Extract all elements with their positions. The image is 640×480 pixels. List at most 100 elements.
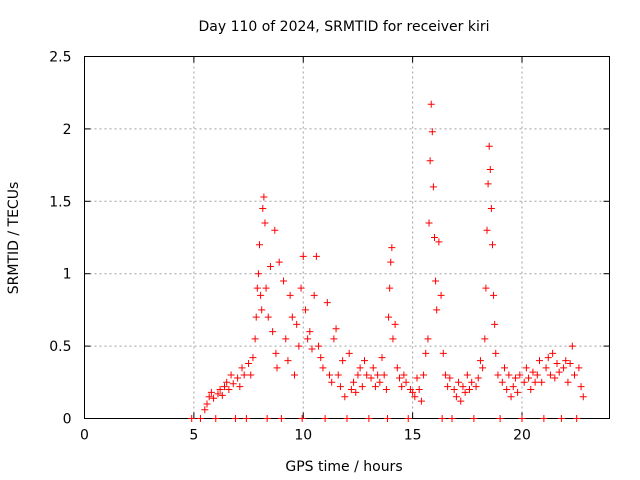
data-point bbox=[249, 354, 257, 362]
data-point bbox=[518, 415, 526, 422]
data-point bbox=[223, 378, 231, 386]
data-point bbox=[479, 364, 487, 372]
data-point bbox=[345, 349, 353, 357]
data-point bbox=[251, 335, 259, 343]
data-point bbox=[376, 378, 384, 386]
data-point bbox=[426, 157, 434, 165]
data-point bbox=[203, 400, 211, 408]
data-point bbox=[466, 386, 473, 394]
data-point bbox=[409, 388, 417, 396]
data-point bbox=[398, 383, 406, 391]
data-point bbox=[551, 374, 559, 382]
data-point bbox=[332, 325, 340, 333]
data-point bbox=[266, 262, 274, 270]
data-point bbox=[354, 371, 362, 379]
data-point bbox=[441, 371, 449, 379]
data-point bbox=[482, 284, 490, 292]
data-point bbox=[312, 252, 320, 260]
data-point bbox=[380, 371, 388, 379]
data-point bbox=[420, 371, 428, 379]
data-point bbox=[560, 364, 568, 372]
data-point bbox=[448, 415, 456, 422]
data-point bbox=[463, 371, 471, 379]
data-point bbox=[544, 354, 552, 362]
data-point bbox=[388, 244, 396, 252]
y-tick-labels: 0 0.5 1 1.5 2 2.5 bbox=[49, 50, 71, 428]
data-point bbox=[555, 368, 563, 376]
data-point bbox=[498, 378, 506, 386]
data-point bbox=[577, 383, 585, 391]
data-point bbox=[356, 364, 364, 372]
data-point bbox=[240, 371, 248, 379]
data-point bbox=[188, 415, 196, 422]
data-point bbox=[433, 306, 441, 314]
data-point bbox=[263, 415, 271, 422]
data-point bbox=[273, 364, 281, 372]
data-point bbox=[306, 328, 314, 336]
data-point bbox=[315, 342, 323, 350]
data-point bbox=[271, 226, 279, 234]
data-point bbox=[525, 374, 533, 382]
data-point bbox=[298, 415, 306, 422]
data-point bbox=[262, 284, 270, 292]
data-point bbox=[429, 183, 437, 191]
data-point bbox=[573, 415, 581, 422]
data-point bbox=[225, 386, 233, 394]
data-point bbox=[323, 299, 331, 307]
data-point bbox=[245, 359, 253, 367]
data-point bbox=[488, 241, 496, 249]
data-point bbox=[494, 371, 502, 379]
data-point bbox=[437, 291, 445, 299]
data-point bbox=[256, 241, 263, 249]
data-point bbox=[264, 313, 272, 321]
data-point bbox=[301, 306, 309, 314]
data-point bbox=[269, 328, 277, 336]
data-point bbox=[457, 397, 465, 405]
data-point bbox=[227, 371, 235, 379]
data-point bbox=[452, 393, 460, 401]
data-point bbox=[483, 226, 491, 234]
data-point bbox=[490, 291, 498, 299]
data-point bbox=[487, 205, 495, 213]
y-tick-label: 1.5 bbox=[49, 194, 71, 210]
data-point bbox=[229, 380, 237, 388]
data-point bbox=[210, 394, 218, 402]
data-point bbox=[459, 383, 467, 391]
data-point bbox=[261, 219, 269, 227]
data-point bbox=[484, 180, 492, 188]
data-point bbox=[196, 415, 204, 422]
data-point bbox=[562, 357, 570, 365]
x-tick-label: 10 bbox=[294, 428, 312, 444]
data-point bbox=[425, 219, 433, 227]
chart-title: Day 110 of 2024, SRMTID for receiver kir… bbox=[198, 19, 489, 35]
data-point bbox=[417, 397, 425, 405]
data-point bbox=[579, 393, 587, 401]
data-point bbox=[389, 335, 397, 343]
data-point bbox=[557, 415, 565, 422]
data-point bbox=[428, 128, 436, 136]
data-point bbox=[507, 393, 515, 401]
data-point bbox=[299, 252, 307, 260]
data-point bbox=[218, 391, 226, 399]
data-point bbox=[461, 388, 469, 396]
data-point bbox=[336, 383, 344, 391]
data-point bbox=[520, 378, 528, 386]
data-point bbox=[253, 284, 261, 292]
grid bbox=[84, 56, 610, 419]
data-point bbox=[363, 371, 371, 379]
data-point bbox=[393, 364, 401, 372]
y-axis-label: SRMTID / TECUs bbox=[6, 182, 22, 295]
data-point bbox=[288, 313, 296, 321]
data-point bbox=[236, 383, 244, 391]
data-point bbox=[371, 383, 379, 391]
data-point bbox=[509, 383, 517, 391]
data-point bbox=[272, 349, 280, 357]
data-point bbox=[435, 238, 443, 246]
data-point bbox=[293, 320, 301, 328]
data-point bbox=[328, 378, 336, 386]
data-point bbox=[341, 393, 349, 401]
data-point bbox=[310, 291, 318, 299]
data-point bbox=[242, 415, 250, 422]
data-point bbox=[284, 357, 292, 365]
data-point bbox=[343, 415, 351, 422]
